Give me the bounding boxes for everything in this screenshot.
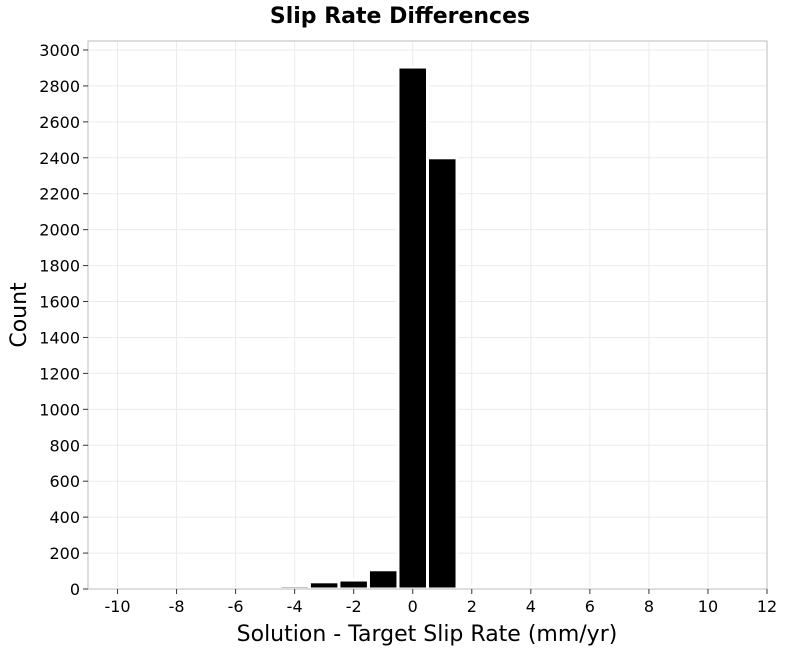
x-axis-label: Solution - Target Slip Rate (mm/yr): [237, 622, 618, 647]
y-tick-label: 1200: [39, 364, 80, 383]
x-tick-label: -8: [169, 597, 185, 616]
y-tick-label: 600: [49, 472, 80, 491]
x-tick-label: 8: [644, 597, 654, 616]
y-tick-label: 200: [49, 544, 80, 563]
x-tick-label: -10: [104, 597, 130, 616]
y-axis-label: Count: [7, 282, 32, 348]
y-tick-label: 1800: [39, 257, 80, 276]
y-tick-label: 2000: [39, 221, 80, 240]
chart-title: Slip Rate Differences: [270, 4, 530, 29]
y-tick-label: 1600: [39, 293, 80, 312]
x-tick-label: 6: [585, 597, 595, 616]
y-tick-label: 0: [70, 580, 80, 599]
x-tick-label: -4: [287, 597, 303, 616]
y-axis-ticks: 0 200 400 600 800 1000 1200 1400 1600 1800 2000 220…: [39, 41, 88, 599]
histogram-bar: [428, 158, 458, 589]
y-tick-label: 3000: [39, 41, 80, 60]
x-tick-label: 12: [757, 597, 777, 616]
x-tick-label: 4: [526, 597, 536, 616]
x-axis-ticks: -10 -8 -6 -4 -2 0 2 4 6 8 10 12: [104, 589, 777, 616]
y-tick-label: 2800: [39, 77, 80, 96]
y-tick-label: 2400: [39, 149, 80, 168]
y-tick-label: 400: [49, 508, 80, 527]
x-tick-label: -6: [228, 597, 244, 616]
histogram-bar: [398, 67, 428, 589]
bars-group: [103, 67, 723, 589]
y-tick-label: 800: [49, 436, 80, 455]
x-tick-label: -2: [346, 597, 362, 616]
x-tick-label: 0: [408, 597, 418, 616]
x-tick-label: 2: [467, 597, 477, 616]
histogram-bar: [339, 580, 369, 589]
histogram-bar: [309, 582, 339, 589]
histogram-bar: [368, 570, 398, 589]
x-tick-label: 10: [698, 597, 718, 616]
y-tick-label: 2200: [39, 185, 80, 204]
y-tick-label: 2600: [39, 113, 80, 132]
y-tick-label: 1400: [39, 328, 80, 347]
y-tick-label: 1000: [39, 400, 80, 419]
